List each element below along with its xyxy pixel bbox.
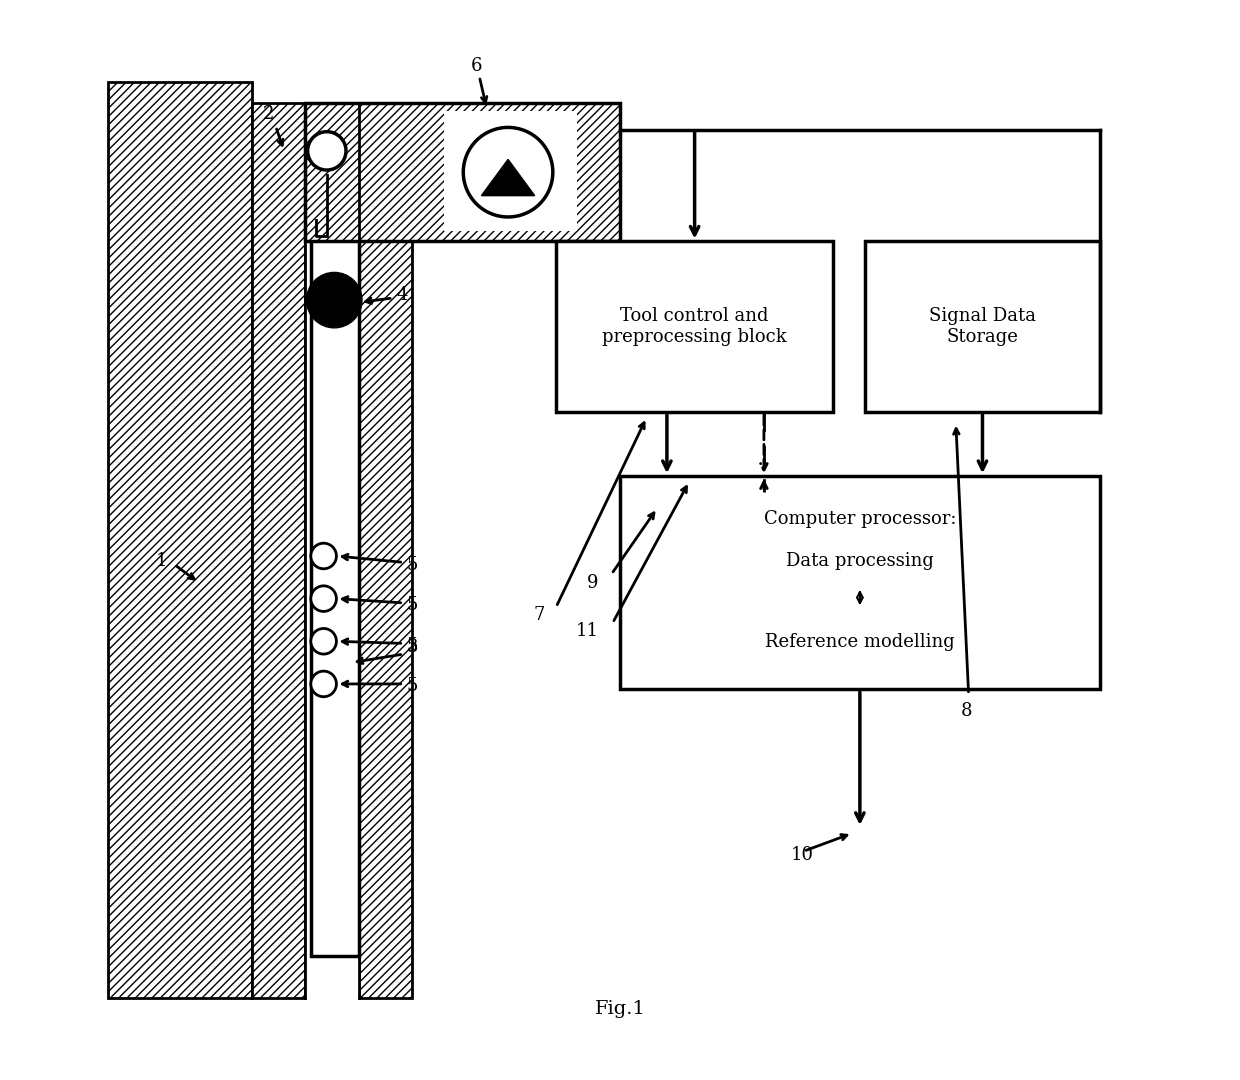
- Text: 10: 10: [791, 846, 813, 864]
- Polygon shape: [481, 160, 534, 195]
- Circle shape: [306, 272, 362, 328]
- Text: 4: 4: [396, 286, 408, 303]
- Polygon shape: [358, 103, 412, 998]
- Polygon shape: [108, 82, 252, 998]
- Circle shape: [311, 585, 336, 611]
- Text: 2: 2: [263, 105, 274, 122]
- Circle shape: [311, 671, 336, 697]
- Text: Fig.1: Fig.1: [594, 1000, 646, 1018]
- FancyBboxPatch shape: [556, 242, 833, 413]
- Circle shape: [464, 127, 553, 217]
- Text: 5: 5: [407, 636, 418, 654]
- Text: Reference modelling: Reference modelling: [765, 633, 955, 651]
- Text: Signal Data
Storage: Signal Data Storage: [929, 308, 1035, 347]
- Text: 8: 8: [961, 702, 972, 719]
- Circle shape: [311, 543, 336, 569]
- Text: 1: 1: [156, 552, 167, 570]
- Text: 5: 5: [407, 555, 418, 573]
- Text: 5: 5: [407, 596, 418, 615]
- Circle shape: [311, 629, 336, 654]
- Text: 9: 9: [588, 573, 599, 592]
- Polygon shape: [444, 111, 578, 231]
- Polygon shape: [305, 103, 358, 998]
- FancyBboxPatch shape: [620, 476, 1100, 689]
- Text: 3: 3: [407, 637, 418, 656]
- Text: 6: 6: [470, 56, 482, 75]
- Text: Data processing: Data processing: [786, 552, 934, 570]
- Text: 5: 5: [407, 677, 418, 696]
- Polygon shape: [252, 103, 305, 998]
- FancyBboxPatch shape: [866, 242, 1100, 413]
- Polygon shape: [305, 103, 620, 242]
- Text: 7: 7: [534, 606, 546, 623]
- Text: Tool control and
preprocessing block: Tool control and preprocessing block: [603, 308, 787, 347]
- FancyBboxPatch shape: [311, 210, 358, 956]
- Circle shape: [308, 132, 346, 170]
- Text: 11: 11: [575, 622, 599, 639]
- Text: Computer processor:: Computer processor:: [764, 510, 956, 528]
